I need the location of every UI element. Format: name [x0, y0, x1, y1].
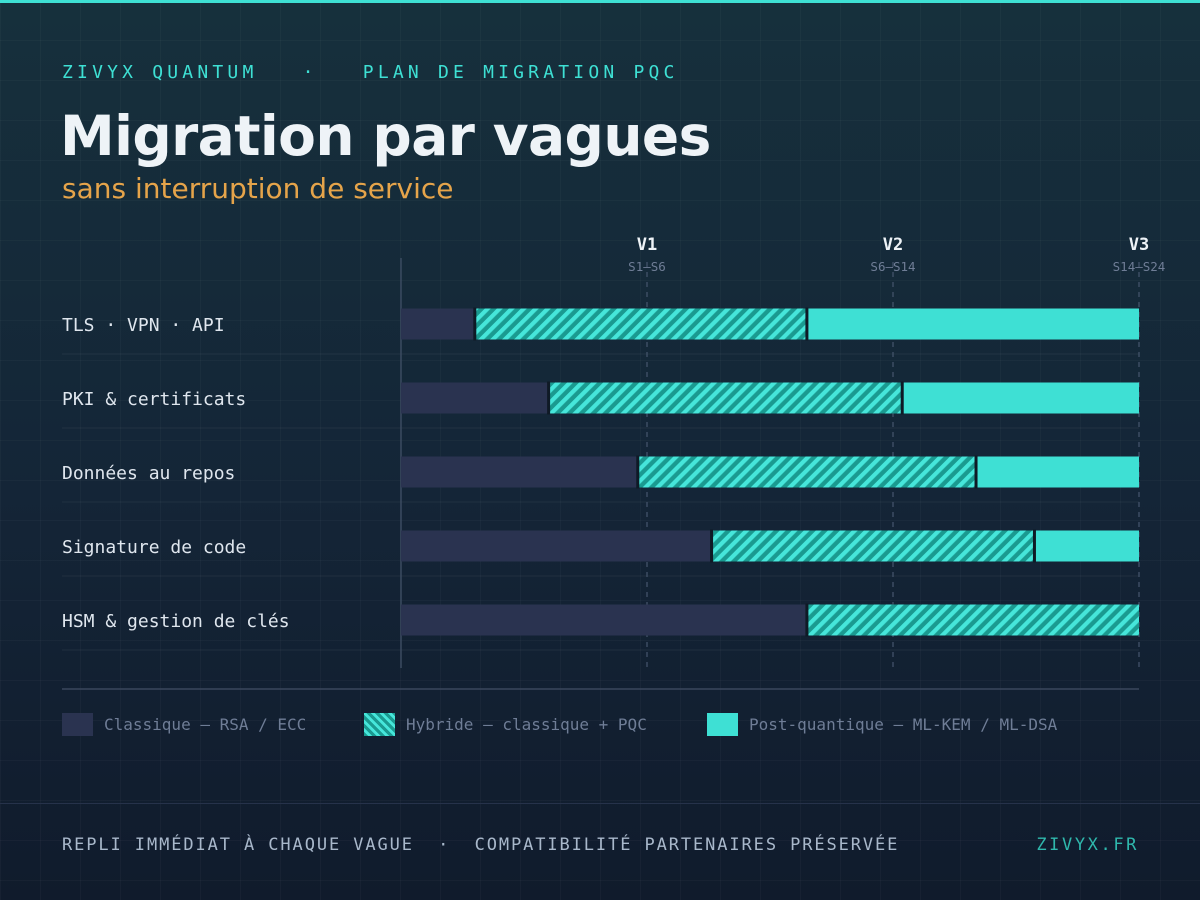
bar-hybrid — [711, 530, 1035, 562]
segment-divider — [974, 455, 978, 489]
legend-label-post-quantum: Post-quantique — ML-KEM / ML-DSA — [749, 714, 1058, 734]
kicker-separator: · — [302, 62, 318, 83]
bar-hybrid — [637, 456, 977, 488]
legend-swatch-hybrid — [364, 712, 395, 736]
legend-item-classic: Classique — RSA / ECC — [62, 711, 306, 737]
milestone-label-1: V1 — [637, 235, 657, 255]
bar-hybrid — [548, 382, 903, 414]
top-accent-line — [0, 0, 1200, 3]
footer-url: ZIVYX.FR — [1036, 835, 1139, 855]
footer-divider — [0, 803, 1200, 804]
brand-name: ZIVYX QUANTUM — [62, 62, 258, 83]
category-label: Données au repos — [62, 463, 235, 484]
bar-classic — [401, 382, 549, 414]
footer-note: REPLI IMMÉDIAT À CHAQUE VAGUE · COMPATIB… — [62, 835, 900, 855]
bar-post-quantum — [902, 382, 1139, 414]
category-label: Signature de code — [62, 537, 246, 558]
bar-hybrid — [806, 604, 1139, 636]
segment-divider — [900, 381, 904, 415]
kicker: ZIVYX QUANTUM · PLAN DE MIGRATION PQC — [62, 62, 679, 83]
category-label: HSM & gestion de clés — [62, 611, 290, 632]
segment-divider — [1032, 529, 1036, 563]
bar-post-quantum — [1034, 530, 1139, 562]
segment-divider — [710, 529, 714, 563]
segment-divider — [473, 307, 477, 341]
milestone-label-3: V3 — [1129, 235, 1149, 255]
segment-divider — [636, 455, 640, 489]
category-label: TLS · VPN · API — [62, 315, 225, 336]
segment-divider — [547, 381, 551, 415]
bar-post-quantum — [976, 456, 1139, 488]
bar-hybrid — [474, 308, 807, 340]
category-label: PKI & certificats — [62, 389, 246, 410]
legend-swatch-classic — [62, 712, 93, 736]
milestone-range-2: S6–S14 — [870, 259, 915, 274]
bar-post-quantum — [806, 308, 1139, 340]
legend-label-hybrid: Hybride — classique + PQC — [406, 714, 647, 734]
section-name: PLAN DE MIGRATION PQC — [362, 62, 679, 83]
segment-divider — [805, 307, 809, 341]
milestone-label-2: V2 — [883, 235, 903, 255]
bar-classic — [401, 530, 712, 562]
milestone-range-3: S14–S24 — [1113, 259, 1166, 274]
page-subtitle: sans interruption de service — [62, 172, 454, 205]
legend-swatch-post-quantum — [707, 712, 738, 736]
legend-item-post-quantum: Post-quantique — ML-KEM / ML-DSA — [707, 711, 1057, 737]
bar-classic — [401, 456, 638, 488]
segment-divider — [805, 603, 809, 637]
milestone-range-1: S1–S6 — [628, 259, 666, 274]
bar-classic — [401, 604, 807, 636]
legend-item-hybrid: Hybride — classique + PQC — [364, 711, 647, 737]
bar-classic — [401, 308, 475, 340]
page-title: Migration par vagues — [60, 104, 711, 168]
legend-label-classic: Classique — RSA / ECC — [104, 714, 307, 734]
